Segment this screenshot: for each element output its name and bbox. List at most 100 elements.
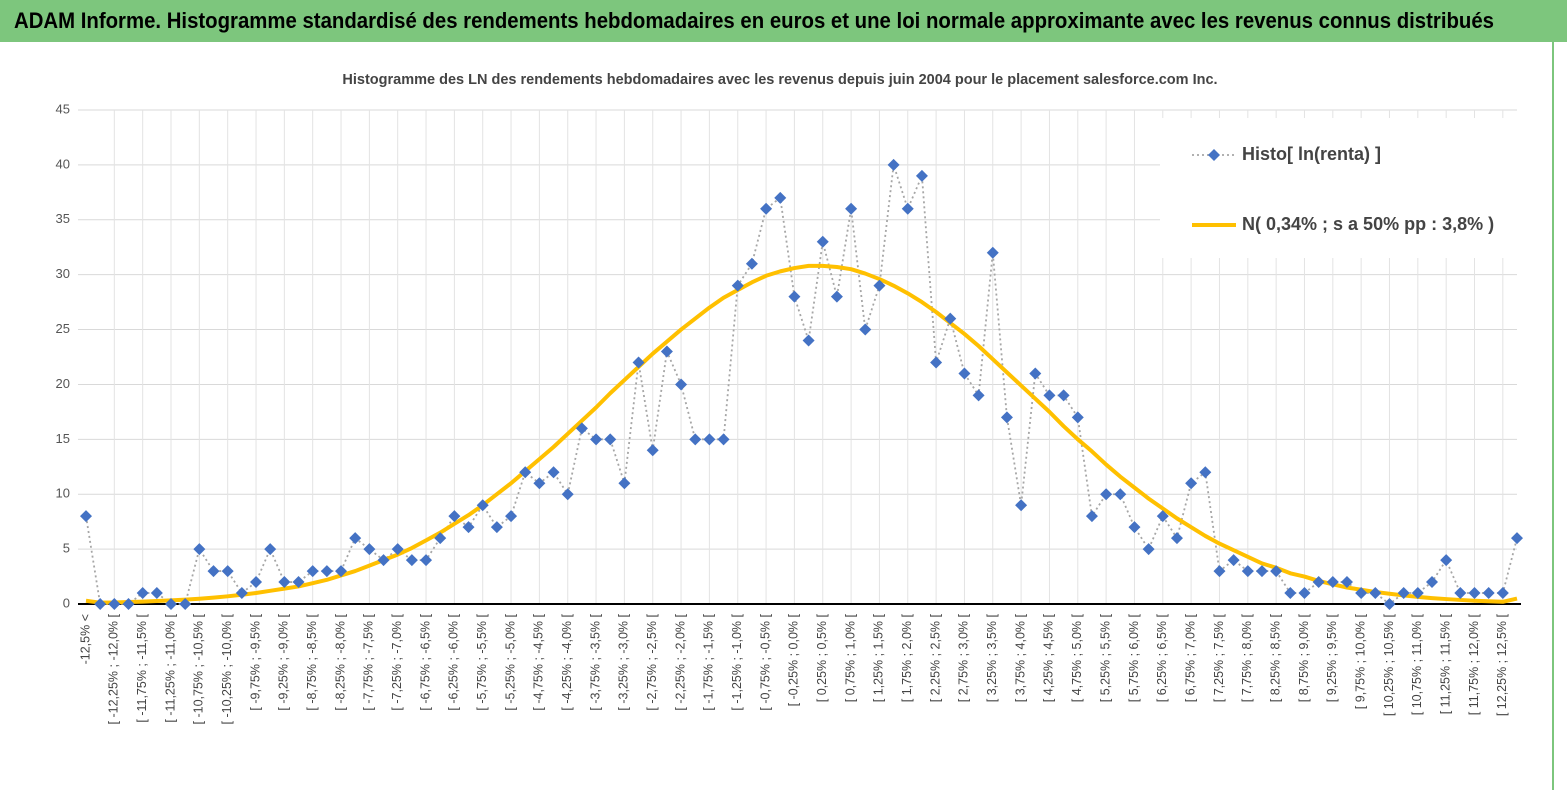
data-point	[349, 532, 362, 545]
x-tick-label: [ -1,25% ; -1,0% [	[730, 613, 744, 710]
x-tick-label: [ 8,75% ; 9,0% [	[1297, 613, 1311, 702]
data-point	[1199, 466, 1212, 479]
data-point	[505, 510, 518, 523]
data-point	[533, 477, 546, 490]
x-tick-label: -12,5% <	[78, 614, 92, 664]
data-point	[1468, 587, 1481, 600]
data-point	[405, 554, 418, 567]
x-tick-label: [ 4,75% ; 5,0% [	[1070, 613, 1084, 702]
data-point	[930, 356, 943, 369]
data-point	[958, 367, 971, 380]
data-point	[278, 576, 291, 589]
x-tick-label: [ -3,75% ; -3,5% [	[588, 613, 602, 710]
data-point	[320, 565, 333, 578]
data-point	[675, 378, 688, 391]
x-tick-label: [ 0,75% ; 1,0% [	[843, 613, 857, 702]
y-tick-label: 30	[56, 266, 70, 281]
data-point	[1213, 565, 1226, 578]
data-point	[590, 433, 603, 446]
data-point	[448, 510, 461, 523]
x-tick-label: [ -0,75% ; -0,5% [	[758, 613, 772, 710]
x-tick-label: [ -8,25% ; -8,0% [	[333, 613, 347, 710]
y-tick-label: 10	[56, 486, 70, 501]
x-tick-label: [ 6,75% ; 7,0% [	[1183, 613, 1197, 702]
x-tick-label: [ -3,25% ; -3,0% [	[617, 613, 631, 710]
data-point	[774, 191, 787, 204]
data-point	[80, 510, 92, 523]
data-point	[703, 433, 716, 446]
data-point	[915, 169, 928, 182]
x-tick-label: [ -5,75% ; -5,5% [	[475, 613, 489, 710]
data-point	[972, 389, 985, 402]
data-point	[1057, 389, 1070, 402]
data-point	[944, 312, 957, 325]
data-point	[420, 554, 433, 567]
data-point	[1085, 510, 1098, 523]
data-point	[1043, 389, 1056, 402]
data-point	[462, 521, 475, 534]
x-tick-label: [ 5,25% ; 5,5% [	[1098, 613, 1112, 702]
x-tick-label: [ -10,75% ; -10,5% [	[192, 613, 206, 724]
data-point	[193, 543, 206, 556]
data-point	[660, 345, 673, 358]
x-tick-label: [ -12,25% ; -12,0% [	[107, 613, 121, 724]
data-point	[1170, 532, 1183, 545]
data-point	[377, 554, 390, 567]
data-point	[292, 576, 305, 589]
data-point	[108, 598, 121, 610]
data-point	[1241, 565, 1254, 578]
data-point	[1000, 411, 1013, 424]
y-tick-label: 0	[63, 595, 70, 610]
x-tick-label: [ 7,75% ; 8,0% [	[1240, 613, 1254, 702]
data-point	[646, 444, 659, 457]
x-tick-label: [ 6,25% ; 6,5% [	[1155, 613, 1169, 702]
data-point	[618, 477, 631, 490]
data-point	[1015, 499, 1028, 512]
y-tick-label: 45	[56, 101, 70, 116]
x-tick-label: [ 12,25% ; 12,5% [	[1495, 613, 1509, 716]
x-tick-label: [ 8,25% ; 8,5% [	[1268, 613, 1282, 702]
data-point	[1425, 576, 1438, 589]
x-tick-label: [ -8,75% ; -8,5% [	[305, 613, 319, 710]
x-tick-label: [ -5,25% ; -5,0% [	[503, 613, 517, 710]
x-tick-label: [ 3,25% ; 3,5% [	[985, 613, 999, 702]
data-point	[689, 433, 702, 446]
data-point	[760, 202, 773, 215]
data-point	[1029, 367, 1042, 380]
x-tick-label: [ -11,75% ; -11,5% [	[135, 613, 149, 722]
x-tick-label: [ 1,75% ; 2,0% [	[900, 613, 914, 702]
data-point	[1411, 587, 1424, 600]
data-point	[1100, 488, 1113, 501]
x-tick-label: [ -6,75% ; -6,5% [	[418, 613, 432, 710]
data-point	[1326, 576, 1339, 589]
data-point	[165, 598, 178, 610]
x-tick-label: [ 9,75% ; 10,0% [	[1353, 613, 1367, 709]
x-tick-label: [ -1,75% ; -1,5% [	[702, 613, 716, 710]
data-point	[887, 158, 900, 171]
data-point	[122, 598, 135, 610]
x-tick-label: [ 11,75% ; 12,0% [	[1467, 613, 1481, 715]
data-point	[1227, 554, 1240, 567]
x-tick-label: [ 1,25% ; 1,5% [	[872, 613, 886, 702]
data-point	[731, 279, 744, 292]
x-tick-label: [ 2,25% ; 2,5% [	[928, 613, 942, 702]
x-tick-label: [ -10,25% ; -10,0% [	[220, 613, 234, 724]
y-tick-label: 20	[56, 376, 70, 391]
data-point	[434, 532, 447, 545]
data-point	[1454, 587, 1467, 600]
data-point	[561, 488, 574, 501]
x-tick-label: [ 4,25% ; 4,5% [	[1042, 613, 1056, 702]
x-tick-label: [ 5,75% ; 6,0% [	[1127, 613, 1141, 702]
x-tick-label: [ -2,75% ; -2,5% [	[645, 613, 659, 710]
data-point	[264, 543, 277, 556]
data-point	[207, 565, 220, 578]
grid: 0 5 10 15 20 25 30 35 40 45	[56, 101, 1521, 610]
x-tick-label: [ 2,75% ; 3,0% [	[957, 613, 971, 702]
data-point	[830, 290, 843, 303]
data-point	[1482, 587, 1495, 600]
data-point	[363, 543, 376, 556]
data-point	[859, 323, 872, 336]
y-tick-label: 15	[56, 431, 70, 446]
plot	[80, 158, 1523, 610]
